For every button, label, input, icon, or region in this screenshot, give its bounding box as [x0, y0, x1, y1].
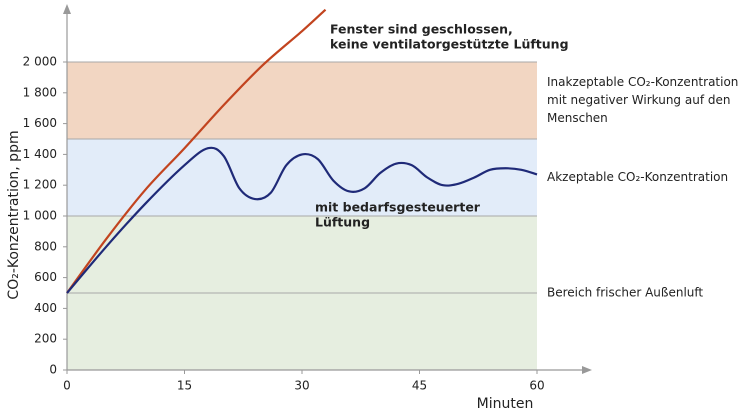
x-tick-label: 60: [529, 379, 544, 393]
y-tick-label: 400: [34, 301, 57, 315]
x-tick-label: 45: [412, 379, 427, 393]
series-label: Fenster sind geschlossen,: [330, 22, 513, 37]
y-tick-label: 600: [34, 270, 57, 284]
band-label: Akzeptable CO₂-Konzentration: [547, 170, 728, 184]
y-tick-label: 1 800: [23, 85, 57, 99]
y-axis-arrow: [63, 4, 71, 14]
line: [66, 8, 327, 294]
x-tick-label: 15: [177, 379, 192, 393]
band-label: Inakzeptable CO₂-Konzentration: [547, 75, 738, 89]
x-axis-arrow: [582, 366, 592, 374]
series-label: mit bedarfsgesteuerter: [315, 200, 481, 215]
band-label: mit negativer Wirkung auf den: [547, 93, 730, 107]
x-axis-label: Minuten: [477, 396, 534, 411]
y-tick-label: 1 000: [23, 209, 57, 223]
y-tick-label: 0: [49, 363, 57, 377]
band-label: Bereich frischer Außenluft: [547, 286, 703, 300]
y-tick-label: 1 400: [23, 147, 57, 161]
y-tick-label: 200: [34, 332, 57, 346]
series-label: keine ventilatorgestützte Lüftung: [330, 37, 569, 52]
series-label: Lüftung: [315, 215, 370, 230]
y-tick-label: 1 600: [23, 116, 57, 130]
bands: [67, 61, 537, 370]
line: [66, 146, 538, 294]
x-tick-label: 0: [63, 379, 71, 393]
y-axis-label: CO₂-Konzentration, ppm: [6, 130, 22, 299]
band: [67, 62, 537, 139]
band-label: Menschen: [547, 111, 608, 125]
y-tick-label: 2 000: [23, 55, 57, 69]
x-tick-label: 30: [294, 379, 309, 393]
y-tick-label: 800: [34, 239, 57, 253]
y-tick-label: 1 200: [23, 178, 57, 192]
